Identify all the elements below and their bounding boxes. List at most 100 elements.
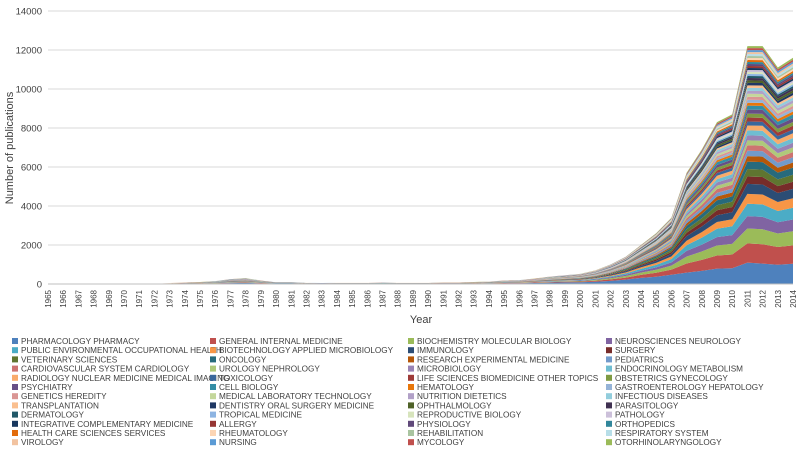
legend-label: HEMATOLOGY — [417, 383, 475, 392]
legend: PHARMACOLOGY PHARMACY GENERAL INTERNAL ME… — [12, 337, 764, 447]
legend-swatch — [210, 430, 216, 436]
x-tick-label: 1992 — [455, 289, 464, 307]
legend-label: BIOTECHNOLOGY APPLIED MICROBIOLOGY — [219, 346, 394, 355]
x-tick-label: 1971 — [135, 289, 144, 307]
legend-swatch — [408, 338, 414, 344]
legend-label: UROLOGY NEPHROLOGY — [219, 365, 320, 374]
legend-label: OBSTETRICS GYNECOLOGY — [615, 374, 728, 383]
legend-label: RHEUMATOLOGY — [219, 429, 288, 438]
x-tick-label: 1983 — [318, 289, 327, 307]
legend-label: IMMUNOLOGY — [417, 346, 474, 355]
legend-swatch — [12, 365, 18, 372]
legend-label: DERMATOLOGY — [21, 411, 84, 420]
y-tick-label: 10000 — [16, 85, 42, 96]
legend-label: RESPIRATORY SYSTEM — [615, 429, 709, 438]
legend-swatch — [12, 347, 18, 354]
x-tick-label: 2002 — [607, 289, 616, 307]
x-tick-label: 2005 — [652, 289, 661, 307]
legend-swatch — [12, 430, 18, 436]
legend-swatch — [606, 430, 612, 436]
legend-label: PEDIATRICS — [615, 355, 664, 364]
x-tick-label: 2009 — [713, 289, 722, 307]
legend-swatch — [12, 402, 18, 409]
x-tick-label: 1967 — [74, 289, 83, 307]
legend-label: HEALTH CARE SCIENCES SERVICES — [21, 429, 166, 438]
legend-swatch — [12, 384, 18, 390]
x-tick-label: 1995 — [500, 289, 509, 307]
x-tick-label: 1968 — [90, 289, 99, 307]
legend-label: RESEARCH EXPERIMENTAL MEDICINE — [417, 355, 570, 364]
legend-swatch — [12, 374, 18, 381]
axes: 0 2000 4000 6000 8000 10000 12000 14000 1965 1966… — [16, 7, 798, 308]
legend-label: MEDICAL LABORATORY TECHNOLOGY — [219, 392, 372, 401]
legend-swatch — [606, 347, 612, 354]
legend-swatch — [210, 365, 216, 372]
x-tick-label: 1989 — [409, 289, 418, 307]
x-tick-label: 1976 — [211, 289, 220, 307]
legend-swatch — [408, 439, 414, 446]
legend-swatch — [12, 393, 18, 400]
legend-label: REPRODUCTIVE BIOLOGY — [417, 411, 522, 420]
y-tick-label: 4000 — [21, 202, 42, 213]
x-tick-label: 2003 — [622, 289, 631, 307]
x-tick-label: 1984 — [333, 289, 342, 307]
legend-label: GENERAL INTERNAL MEDICINE — [219, 337, 343, 346]
x-tick-label: 1993 — [470, 289, 479, 307]
x-tick-label: 1975 — [196, 289, 205, 307]
x-tick-label: 1982 — [302, 289, 311, 307]
legend-label: OTORHINOLARYNGOLOGY — [615, 438, 722, 447]
legend-label: DENTISTRY ORAL SURGERY MEDICINE — [219, 401, 375, 410]
legend-label: NUTRITION DIETETICS — [417, 392, 507, 401]
legend-swatch — [606, 411, 612, 418]
legend-swatch — [210, 338, 216, 344]
legend-label: REHABILITATION — [417, 429, 483, 438]
y-tick-label: 12000 — [16, 46, 42, 57]
legend-label: PHYSIOLOGY — [417, 420, 471, 429]
x-tick-label: 2012 — [759, 289, 768, 307]
legend-swatch — [408, 356, 414, 363]
legend-swatch — [12, 411, 18, 418]
x-tick-label: 1986 — [363, 289, 372, 307]
area-series-group — [48, 46, 793, 285]
x-tick-label: 1991 — [439, 289, 448, 307]
legend-label: GENETICS HEREDITY — [21, 392, 107, 401]
legend-label: CARDIOVASCULAR SYSTEM CARDIOLOGY — [21, 365, 190, 374]
x-tick-label: 1999 — [561, 289, 570, 307]
x-tick-label: 2007 — [683, 289, 692, 307]
legend-label: ENDOCRINOLOGY METABOLISM — [615, 365, 743, 374]
area-series-0 — [48, 262, 793, 284]
gridlines — [48, 10, 793, 285]
legend-label: CELL BIOLOGY — [219, 383, 279, 392]
x-tick-label: 1981 — [287, 289, 296, 307]
legend-swatch — [210, 384, 216, 390]
x-tick-label: 2000 — [576, 289, 585, 307]
legend-label: MICROBIOLOGY — [417, 365, 482, 374]
legend-label: INFECTIOUS DISEASES — [615, 392, 708, 401]
x-tick-label: 1972 — [150, 289, 159, 307]
legend-swatch — [210, 420, 216, 427]
legend-label: ONCOLOGY — [219, 355, 267, 364]
legend-label: PATHOLOGY — [615, 411, 665, 420]
legend-swatch — [606, 439, 612, 446]
legend-swatch — [210, 356, 216, 363]
y-tick-label: 0 — [37, 280, 42, 291]
legend-label: PHARMACOLOGY PHARMACY — [21, 337, 140, 346]
legend-label: NEUROSCIENCES NEUROLOGY — [615, 337, 742, 346]
x-tick-label: 1997 — [531, 289, 540, 307]
legend-label: TROPICAL MEDICINE — [219, 411, 302, 420]
legend-swatch — [408, 393, 414, 400]
legend-swatch — [408, 365, 414, 372]
x-tick-label: 2010 — [728, 289, 737, 307]
x-tick-label: 2004 — [637, 289, 646, 307]
legend-swatch — [606, 374, 612, 381]
x-tick-label: 1979 — [257, 289, 266, 307]
legend-swatch — [606, 402, 612, 409]
x-tick-label: 1974 — [181, 289, 190, 307]
legend-swatch — [606, 393, 612, 400]
legend-swatch — [408, 411, 414, 418]
legend-swatch — [12, 439, 18, 446]
legend-swatch — [210, 393, 216, 400]
legend-label: ALLERGY — [219, 420, 257, 429]
legend-swatch — [606, 384, 612, 390]
